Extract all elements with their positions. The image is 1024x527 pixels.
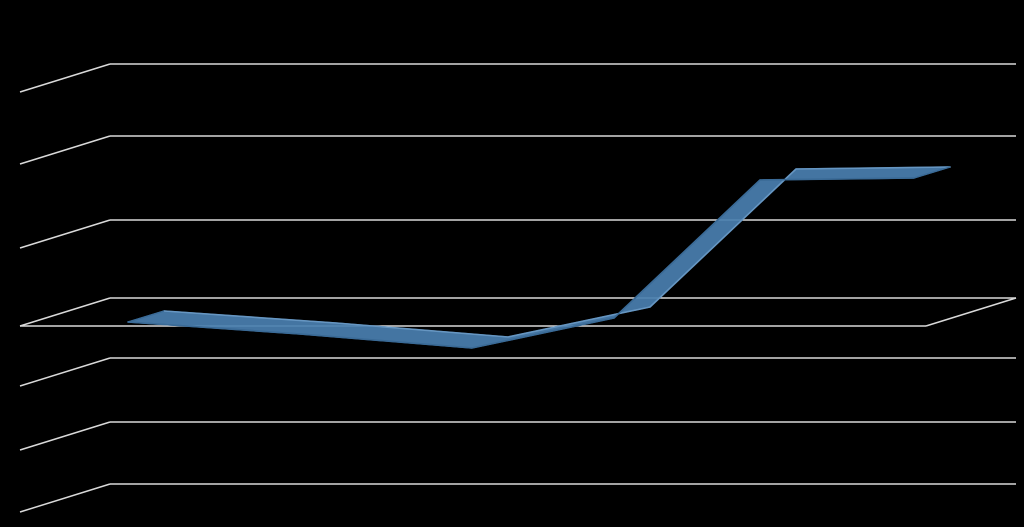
chart-svg <box>0 0 1024 527</box>
ribbon-chart <box>0 0 1024 527</box>
